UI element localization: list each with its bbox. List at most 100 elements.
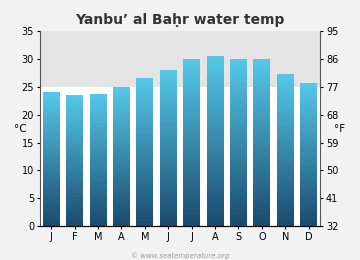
Bar (43, 133, 60, 134)
Bar (113, 157, 130, 158)
Bar (113, 177, 130, 179)
Bar (113, 92, 130, 94)
Bar (113, 106, 130, 108)
Bar (300, 160, 317, 162)
Bar (277, 95, 294, 97)
Bar (43, 219, 60, 221)
Bar (136, 106, 153, 108)
Bar (277, 89, 294, 91)
Bar (90, 95, 107, 97)
Bar (160, 167, 177, 170)
Bar (90, 113, 107, 115)
Bar (66, 130, 83, 131)
Bar (253, 157, 270, 159)
Bar (113, 129, 130, 131)
Bar (66, 213, 83, 215)
Bar (90, 210, 107, 211)
Bar (183, 201, 200, 203)
Bar (183, 101, 200, 103)
Bar (160, 77, 177, 79)
Bar (160, 125, 177, 126)
Bar (230, 128, 247, 130)
Bar (253, 214, 270, 216)
Bar (90, 127, 107, 128)
Bar (300, 87, 317, 88)
Bar (160, 70, 177, 72)
Bar (136, 150, 153, 152)
Bar (300, 144, 317, 146)
Bar (43, 118, 60, 119)
Bar (113, 139, 130, 141)
Bar (43, 138, 60, 139)
Bar (183, 214, 200, 216)
Bar (66, 203, 83, 205)
Bar (43, 131, 60, 133)
Bar (113, 181, 130, 183)
Bar (277, 205, 294, 207)
Bar (253, 74, 270, 76)
Bar (300, 99, 317, 101)
Bar (66, 116, 83, 118)
Bar (253, 149, 270, 151)
Bar (207, 184, 224, 186)
Bar (300, 117, 317, 119)
Bar (160, 97, 177, 99)
Bar (43, 96, 60, 98)
Bar (113, 176, 130, 177)
Bar (113, 191, 130, 193)
Bar (66, 112, 83, 113)
Bar (277, 217, 294, 219)
Bar (207, 211, 224, 213)
Bar (136, 98, 153, 100)
Bar (300, 124, 317, 126)
Bar (136, 80, 153, 82)
Bar (136, 193, 153, 195)
Bar (277, 186, 294, 188)
Bar (136, 147, 153, 148)
Bar (183, 168, 200, 170)
Bar (207, 103, 224, 105)
Bar (207, 169, 224, 171)
Bar (277, 137, 294, 139)
Bar (43, 198, 60, 199)
Bar (43, 168, 60, 169)
Bar (43, 213, 60, 214)
Bar (66, 103, 83, 105)
Bar (90, 195, 107, 196)
Bar (90, 128, 107, 130)
Bar (277, 116, 294, 118)
Bar (183, 191, 200, 193)
Bar (136, 172, 153, 174)
Bar (207, 105, 224, 107)
Bar (300, 157, 317, 158)
Bar (66, 197, 83, 198)
Bar (300, 208, 317, 210)
Bar (160, 152, 177, 154)
Bar (136, 100, 153, 102)
Bar (90, 205, 107, 206)
Bar (160, 140, 177, 142)
Bar (277, 194, 294, 196)
Bar (90, 133, 107, 135)
Bar (300, 149, 317, 151)
Bar (43, 210, 60, 211)
Bar (183, 164, 200, 166)
Bar (277, 146, 294, 148)
Bar (253, 63, 270, 65)
Bar (113, 125, 130, 127)
Bar (183, 126, 200, 128)
Bar (277, 169, 294, 171)
Bar (160, 224, 177, 226)
Bar (90, 170, 107, 172)
Bar (253, 164, 270, 166)
Bar (230, 159, 247, 161)
Bar (66, 221, 83, 223)
Bar (183, 115, 200, 118)
Bar (207, 181, 224, 184)
Bar (90, 214, 107, 216)
Bar (207, 188, 224, 190)
Bar (230, 67, 247, 69)
Bar (230, 210, 247, 212)
Bar (136, 145, 153, 147)
Bar (43, 104, 60, 106)
